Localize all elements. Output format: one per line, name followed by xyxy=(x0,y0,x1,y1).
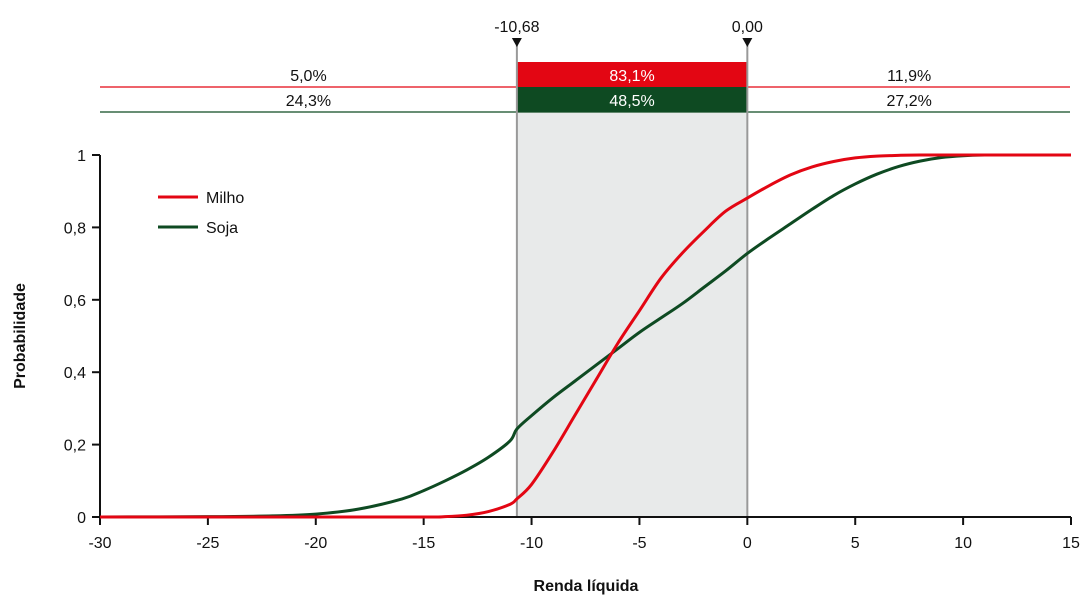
series-line-milho xyxy=(100,153,1071,519)
x-tick-label: 10 xyxy=(954,535,972,552)
x-tick-label: -5 xyxy=(632,535,646,552)
x-tick-label: -30 xyxy=(88,535,111,552)
series-line-soja xyxy=(99,153,1071,519)
band-left-value-soja: 24,3% xyxy=(286,93,331,110)
legend-label-soja: Soja xyxy=(206,220,238,237)
legend-label-milho: Milho xyxy=(206,190,244,207)
band-center-value-soja: 48,5% xyxy=(609,93,654,110)
band-center-value-milho: 83,1% xyxy=(609,68,654,85)
legend: Milho Soja xyxy=(158,190,244,237)
x-axis-title: Renda líquida xyxy=(534,578,639,595)
band-right-value-soja: 27,2% xyxy=(886,93,931,110)
x-tick-label: -15 xyxy=(412,535,435,552)
marker-label-0: -10,68 xyxy=(494,19,539,36)
band-box-milho xyxy=(516,62,748,87)
x-tick-label: 0 xyxy=(743,535,752,552)
band-right-value-milho: 11,9% xyxy=(887,68,931,85)
x-tick-label: -10 xyxy=(520,535,543,552)
x-axis-ticks: -30 -25 -20 -15 -10 -5 0 5 10 15 xyxy=(88,517,1080,552)
y-tick-label: 1 xyxy=(77,148,86,165)
interval-markers: -10,68 0,00 xyxy=(494,19,763,517)
interval-bands: 5,0% 83,1% 11,9% 24,3% 48,5% 27,2% xyxy=(100,62,1070,113)
y-axis-title: Probabilidade xyxy=(12,283,29,389)
x-tick-label: 15 xyxy=(1062,535,1080,552)
y-tick-label: 0 xyxy=(77,510,86,527)
y-tick-label: 0,6 xyxy=(64,293,86,310)
y-tick-label: 0,2 xyxy=(64,438,86,455)
y-tick-label: 0,4 xyxy=(64,365,86,382)
x-tick-label: -25 xyxy=(196,535,219,552)
band-left-value-milho: 5,0% xyxy=(290,68,326,85)
marker-arrow-0 xyxy=(511,38,522,47)
y-tick-label: 0,8 xyxy=(64,220,86,237)
x-tick-label: 5 xyxy=(851,535,860,552)
marker-arrow-1 xyxy=(742,38,753,47)
interval-shading xyxy=(516,62,748,517)
band-box-soja xyxy=(516,87,748,112)
x-tick-label: -20 xyxy=(304,535,327,552)
series-curves xyxy=(99,153,1071,519)
y-axis-ticks: 0 0,2 0,4 0,6 0,8 1 xyxy=(64,148,100,527)
marker-label-1: 0,00 xyxy=(732,19,763,36)
